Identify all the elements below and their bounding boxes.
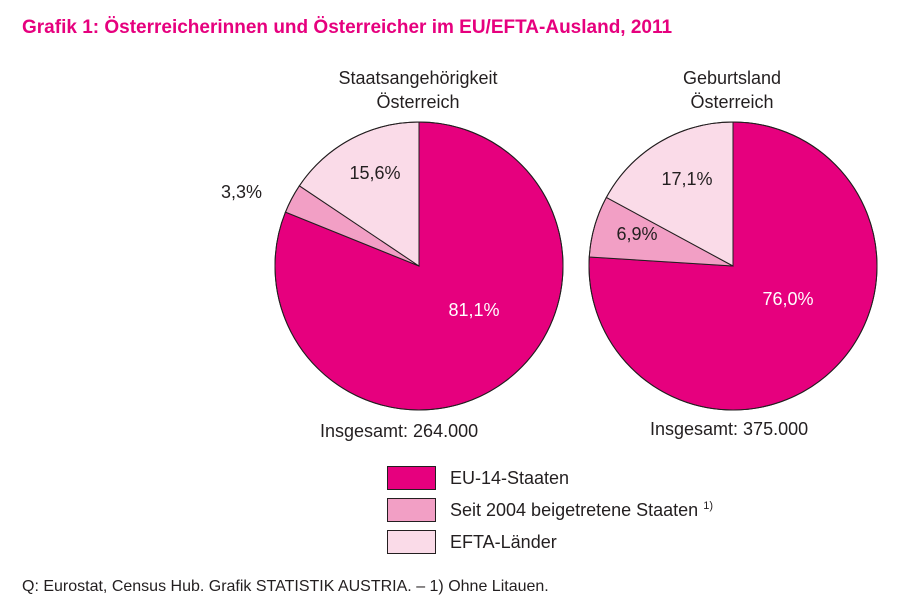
- pie2-total: Insgesamt: 375.000: [650, 419, 809, 439]
- chart-title: Grafik 1: Österreicherinnen und Österrei…: [22, 17, 673, 38]
- legend-label-efta: EFTA-Länder: [450, 531, 557, 552]
- legend-swatch-efta: [387, 530, 436, 554]
- legend-item-eu14: EU-14-Staaten: [387, 462, 713, 494]
- pie2-label-efta: 17,1%: [661, 169, 712, 189]
- legend-label-seit2004: Seit 2004 beigetretene Staaten: [450, 499, 704, 520]
- pie1-label-seit2004: 3,3%: [221, 182, 262, 202]
- pie1-title: Staatsangehörigkeit Österreich: [318, 66, 518, 114]
- pie2-label-eu14: 76,0%: [762, 289, 813, 309]
- pie1-outline: [274, 121, 564, 411]
- legend-footnote-mark: 1): [703, 499, 713, 512]
- legend-item-seit2004: Seit 2004 beigetretene Staaten 1): [387, 494, 713, 526]
- pie1-title-line1: Staatsangehörigkeit: [338, 68, 498, 88]
- legend-swatch-seit2004: [387, 498, 436, 522]
- legend-label-eu14: EU-14-Staaten: [450, 467, 570, 488]
- pie2-label-seit2004: 6,9%: [616, 224, 657, 244]
- pie1-label-efta: 15,6%: [349, 163, 400, 183]
- pie2-title-line2: Österreich: [690, 92, 774, 112]
- pie1-label-eu14: 81,1%: [448, 300, 499, 320]
- pie2-title-line1: Geburtsland: [682, 68, 782, 88]
- legend-swatch-eu14: [387, 466, 436, 490]
- pie2-outline: [588, 121, 878, 411]
- pie1-title-line2: Österreich: [376, 92, 460, 112]
- pie1-total: Insgesamt: 264.000: [320, 421, 479, 441]
- source-note: Q: Eurostat, Census Hub. Grafik STATISTI…: [22, 578, 549, 595]
- legend: EU-14-Staaten Seit 2004 beigetretene Sta…: [387, 462, 713, 558]
- legend-item-efta: EFTA-Länder: [387, 526, 713, 558]
- pie2-title: Geburtsland Österreich: [632, 66, 832, 114]
